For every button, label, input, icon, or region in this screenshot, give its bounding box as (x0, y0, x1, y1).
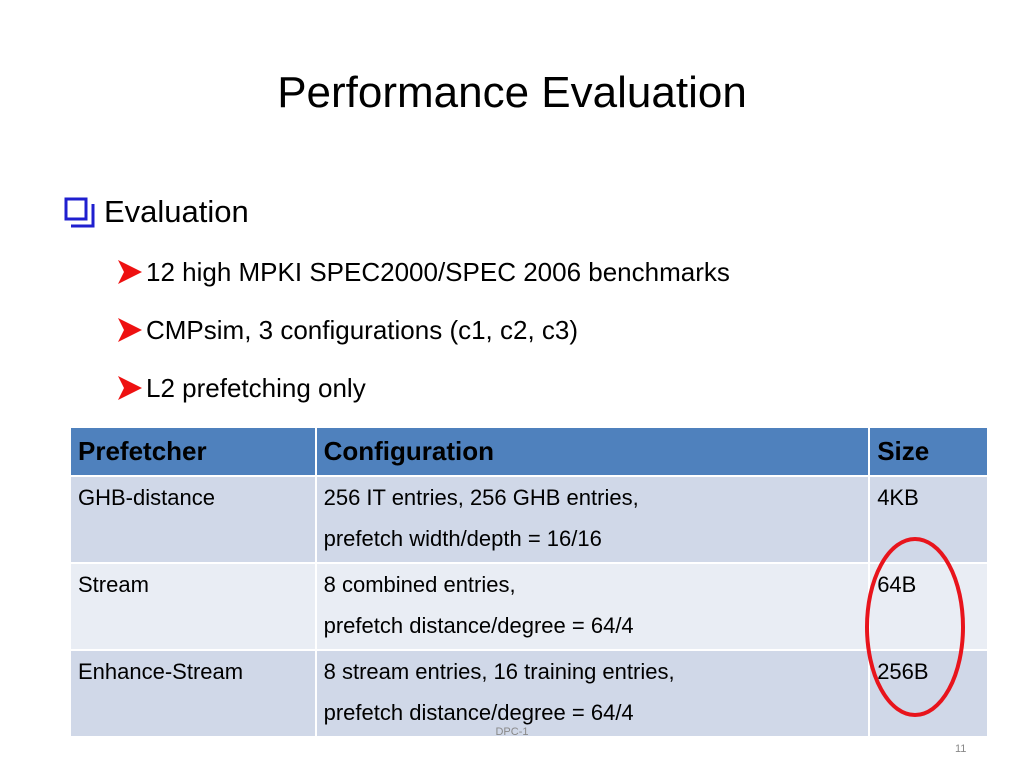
checkbox-shadow (71, 204, 95, 228)
highlight-ellipse (865, 537, 965, 717)
sub-bullet: CMPsim, 3 configurations (c1, c2, c3) (146, 315, 579, 345)
cell-line: Enhance-Stream (78, 659, 244, 684)
cell-line: GHB-distance (78, 485, 215, 510)
table-body: GHB-distance 256 IT entries, 256 GHB entr… (69, 475, 989, 738)
page-number: 11 (955, 743, 967, 755)
table-cell: GHB-distance (69, 475, 317, 564)
table-cell: Enhance-Stream (69, 649, 317, 738)
cell-line: 8 stream entries, 16 training entries, (323, 659, 675, 684)
cell-line: prefetch distance/degree = 64/4 (323, 613, 634, 638)
cell-line: prefetch width/depth = 16/16 (323, 526, 602, 551)
cell-line: 64B (877, 572, 917, 597)
table-cell: 4KB (868, 475, 989, 564)
config-table: Prefetcher Configuration Size GHB-distan… (69, 426, 989, 738)
arrow-bullets (118, 260, 142, 400)
checkbox-bullet (64, 197, 88, 221)
table-cell: 8 combined entries, prefetch distance/deg… (314, 562, 871, 651)
table-row: Enhance-Stream 8 stream entries, 16 train… (69, 649, 989, 738)
footer: DPC-1 (495, 726, 529, 738)
header-row: Prefetcher Configuration Size (69, 426, 989, 477)
table-cell: 256B (868, 649, 989, 738)
table-cell: 256 IT entries, 256 GHB entries, prefetch… (314, 475, 871, 564)
cell-line: 8 combined entries, (323, 572, 516, 597)
header-cell: Configuration (314, 426, 871, 477)
header-cell: Size (868, 426, 989, 477)
cell-line: 4KB (877, 485, 919, 510)
table-row: GHB-distance 256 IT entries, 256 GHB entr… (69, 475, 989, 564)
table-cell: Stream (69, 562, 317, 651)
slide-title: Performance Evaluation (277, 68, 747, 117)
cell-line: 256 IT entries, 256 GHB entries, (323, 485, 639, 510)
header-cell: Prefetcher (69, 426, 317, 477)
cell-line: Stream (78, 572, 149, 597)
cell-line: 256B (877, 659, 929, 684)
bullet: Evaluation (104, 194, 249, 229)
sub-bullet: 12 high MPKI SPEC2000/SPEC 2006 benchmar… (146, 257, 730, 287)
table-cell: 64B (868, 562, 989, 651)
table-row: Stream 8 combined entries, prefetch distan… (69, 562, 989, 651)
table-cell: 8 stream entries, 16 training entries, pr… (314, 649, 871, 738)
sub-bullet: L2 prefetching only (146, 373, 366, 403)
cell-line: prefetch distance/degree = 64/4 (323, 700, 634, 725)
